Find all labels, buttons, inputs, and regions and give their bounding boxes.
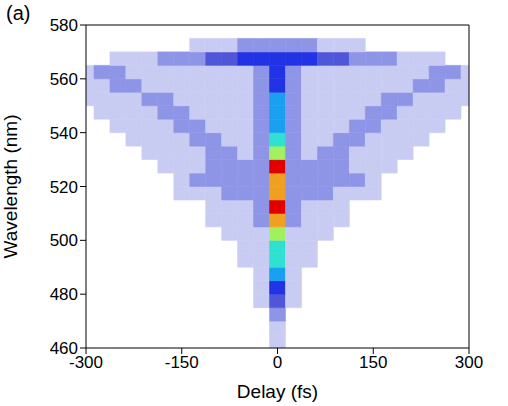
svg-text:150: 150 (359, 353, 387, 372)
svg-text:Wavelength (nm): Wavelength (nm) (0, 115, 21, 259)
svg-text:Delay (fs): Delay (fs) (237, 381, 318, 402)
svg-text:300: 300 (455, 353, 483, 372)
html-text:(a): (a) (6, 2, 31, 24)
svg-text:-300: -300 (69, 353, 103, 373)
svg-text:460: 460 (50, 339, 78, 358)
svg-text:580: 580 (50, 16, 78, 35)
svg-text:540: 540 (50, 124, 78, 143)
svg-text:520: 520 (50, 178, 78, 197)
svg-text:-150: -150 (165, 353, 199, 372)
svg-text:500: 500 (50, 231, 78, 250)
svg-text:560: 560 (50, 70, 78, 89)
svg-text:480: 480 (50, 285, 78, 304)
svg-text:0: 0 (273, 353, 282, 372)
